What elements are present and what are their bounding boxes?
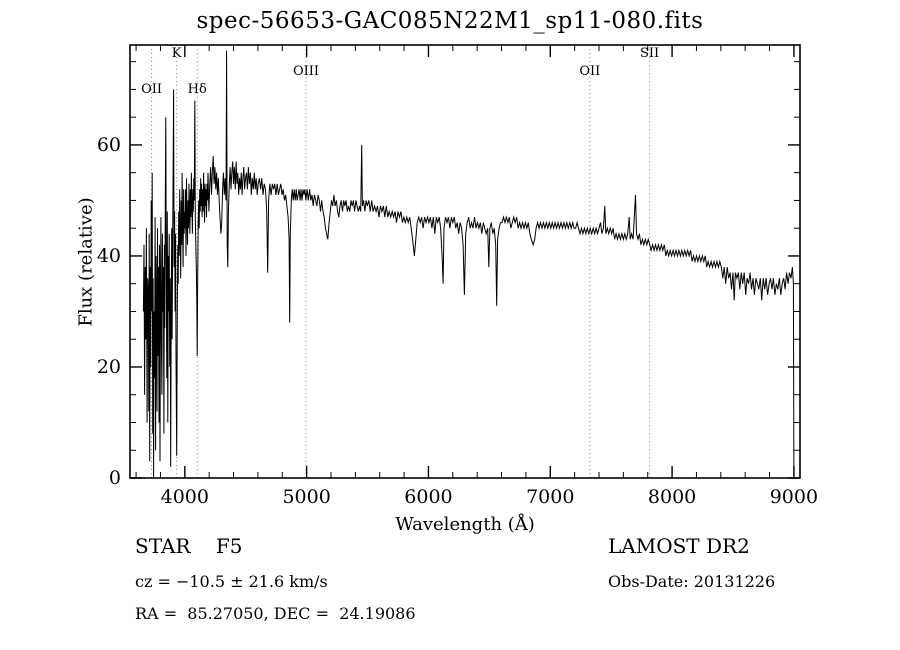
spectral-line-label: SII [640, 46, 659, 61]
coords-text: RA = 85.27050, DEC = 24.19086 [135, 604, 416, 623]
spectral-line-label: OII [141, 82, 162, 97]
spectral-line-label: Hδ [188, 82, 207, 97]
spectral-line-label: K [172, 46, 182, 61]
survey-text: LAMOST DR2 [608, 534, 750, 558]
obs-date-text: Obs-Date: 20131226 [608, 572, 776, 591]
y-axis-label: Flux (relative) [75, 197, 97, 327]
x-tick-label: 8000 [648, 486, 696, 508]
x-tick-label: 4000 [161, 486, 209, 508]
page-title: spec-56653-GAC085N22M1_sp11-080.fits [196, 8, 704, 34]
spectrum-path [142, 50, 795, 479]
spectral-line-label: OII [579, 64, 600, 79]
x-tick-label: 5000 [282, 486, 330, 508]
plot-frame [129, 44, 801, 479]
x-tick-label: 6000 [404, 486, 452, 508]
spectral-line-label: OIII [293, 64, 319, 79]
y-tick-label: 40 [97, 245, 121, 267]
cz-text: cz = −10.5 ± 21.6 km/s [135, 572, 328, 591]
x-tick-label: 9000 [770, 486, 818, 508]
x-axis-label: Wavelength (Å) [395, 514, 535, 535]
x-tick-label: 7000 [526, 486, 574, 508]
y-tick-label: 20 [97, 356, 121, 378]
y-tick-label: 60 [97, 134, 121, 156]
y-tick-label: 0 [109, 467, 121, 489]
classification-text: STAR F5 [135, 534, 243, 558]
